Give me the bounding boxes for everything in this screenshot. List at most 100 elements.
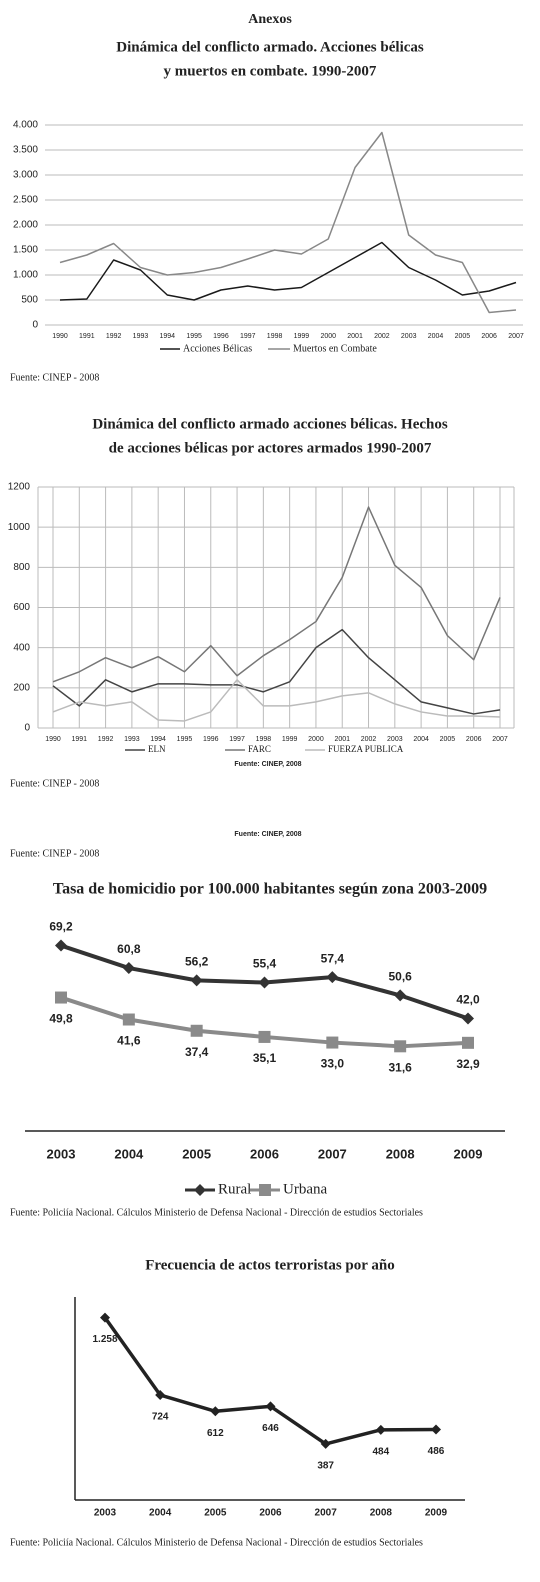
x-tick-label: 2000 [308, 736, 324, 743]
y-tick-label: 3.000 [13, 170, 38, 181]
marker [326, 1036, 339, 1049]
data-label: 41,6 [117, 1034, 141, 1048]
data-label: 60,8 [117, 942, 141, 956]
x-tick-label: 1991 [72, 736, 88, 743]
y-tick-label: 1.500 [13, 245, 38, 256]
x-tick-label: 1992 [106, 333, 122, 340]
data-label: 31,6 [388, 1060, 412, 1074]
x-tick-label: 2003 [47, 1146, 76, 1161]
x-tick-label: 1998 [256, 736, 272, 743]
x-tick-label: 1993 [124, 736, 140, 743]
x-tick-label: 2004 [114, 1146, 144, 1161]
y-tick-label: 400 [13, 642, 30, 653]
x-tick-label: 2001 [347, 333, 363, 340]
marker [190, 974, 203, 987]
x-tick-label: 2005 [455, 333, 471, 340]
x-tick-label: 2003 [401, 333, 417, 340]
page-title: Anexos [248, 12, 292, 27]
chart-title: Tasa de homicidio por 100.000 habitantes… [53, 881, 487, 898]
legend-label: ELN [148, 744, 166, 754]
x-tick-label: 1996 [213, 333, 229, 340]
x-tick-label: 2006 [250, 1146, 279, 1161]
x-tick-label: 1992 [98, 736, 114, 743]
y-tick-label: 800 [13, 562, 30, 573]
marker [190, 1024, 203, 1037]
x-tick-label: 1997 [240, 333, 256, 340]
x-tick-label: 2009 [454, 1146, 483, 1161]
y-tick-label: 1.000 [13, 270, 38, 281]
series-line [59, 131, 517, 314]
legend-label: Rural [218, 1181, 251, 1197]
x-tick-label: 1999 [282, 736, 298, 743]
legend-marker [259, 1184, 271, 1196]
x-tick-label: 2005 [204, 1508, 227, 1519]
source: Fuente: CINEP - 2008 [10, 778, 99, 789]
data-label: 69,2 [49, 920, 73, 934]
x-tick-label: 2007 [315, 1508, 338, 1519]
marker [265, 1401, 276, 1412]
x-tick-label: 2003 [387, 736, 403, 743]
x-tick-label: 1998 [267, 333, 283, 340]
source: Fuente: Policiía Nacional. Cálculos Mini… [10, 1537, 423, 1548]
marker [394, 1040, 407, 1053]
series-line [52, 679, 501, 722]
marker [122, 962, 135, 975]
chart-title: Dinámica del conflicto armado acciones b… [92, 416, 448, 432]
data-label: 55,4 [253, 957, 277, 971]
data-label: 33,0 [321, 1057, 345, 1071]
marker [462, 1036, 474, 1049]
data-label: 724 [152, 1412, 169, 1423]
x-tick-label: 2005 [440, 736, 456, 743]
y-tick-label: 500 [21, 295, 38, 306]
x-tick-label: 1993 [133, 333, 149, 340]
x-tick-label: 2007 [492, 736, 508, 743]
y-tick-label: 3.500 [13, 145, 38, 156]
x-tick-label: 1994 [150, 736, 166, 743]
x-tick-label: 2004 [413, 736, 429, 743]
source: Fuente: CINEP - 2008 [10, 372, 99, 383]
y-tick-label: 0 [32, 320, 38, 331]
chart-title: Frecuencia de actos terroristas por año [145, 1257, 395, 1273]
x-tick-label: 2006 [466, 736, 482, 743]
x-tick-label: 1996 [203, 736, 219, 743]
x-tick-label: 2008 [370, 1508, 393, 1519]
data-label: 486 [428, 1446, 445, 1457]
legend-label: FARC [248, 744, 271, 754]
x-tick-label: 2006 [481, 333, 497, 340]
legend-label: Acciones Bélicas [183, 343, 252, 354]
marker [375, 1424, 386, 1435]
data-label: 49,8 [49, 1012, 73, 1026]
source: Fuente: CINEP - 2008 [10, 848, 99, 859]
x-tick-label: 2002 [361, 736, 377, 743]
legend-label: Urbana [283, 1181, 327, 1197]
y-tick-label: 200 [13, 682, 30, 693]
series-line [52, 628, 501, 715]
data-label: 56,2 [185, 955, 209, 969]
x-tick-label: 1997 [229, 736, 245, 743]
y-tick-label: 2.000 [13, 220, 38, 231]
x-tick-label: 2007 [318, 1146, 347, 1161]
marker [258, 1030, 271, 1043]
x-tick-label: 2005 [182, 1146, 211, 1161]
x-tick-label: 1995 [177, 736, 193, 743]
marker [431, 1424, 441, 1435]
data-label: 37,4 [185, 1045, 209, 1059]
marker [55, 939, 67, 952]
source: Fuente: Policiía Nacional. Cálculos Mini… [10, 1207, 423, 1218]
legend-label: FUERZA PUBLICA [328, 744, 404, 754]
chart-title: de acciones bélicas por actores armados … [109, 440, 432, 456]
x-tick-label: 2009 [425, 1508, 448, 1519]
x-tick-label: 1994 [160, 333, 176, 340]
x-tick-label: 2000 [320, 333, 336, 340]
x-tick-label: 1999 [294, 333, 310, 340]
marker [462, 1012, 474, 1025]
data-label: 387 [317, 1461, 334, 1472]
x-tick-label: 1990 [45, 736, 61, 743]
series-line [59, 241, 517, 301]
x-tick-label: 2008 [386, 1146, 415, 1161]
data-label: 1.258 [92, 1334, 117, 1345]
legend-label: Muertos en Combate [293, 343, 377, 354]
marker [326, 971, 339, 984]
note: Fuente: CINEP, 2008 [234, 761, 301, 768]
